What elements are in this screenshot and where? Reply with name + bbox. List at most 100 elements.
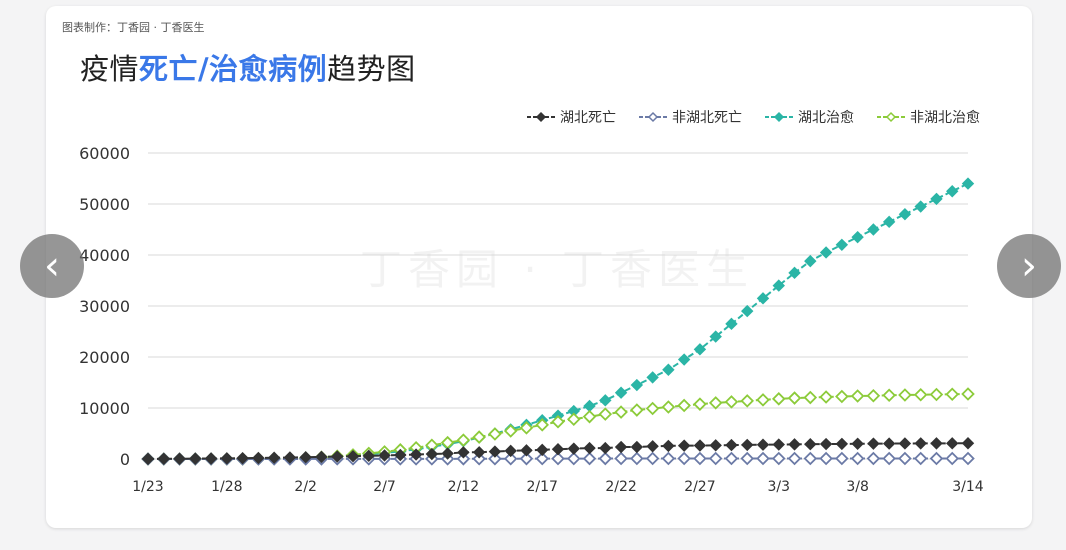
- title-prefix: 疫情: [80, 52, 140, 86]
- data-point: [378, 449, 391, 462]
- data-point: [850, 451, 865, 466]
- data-point: [867, 437, 880, 450]
- data-point: [930, 192, 943, 206]
- data-point: [835, 238, 849, 252]
- data-point: [456, 433, 471, 447]
- x-tick-label: 2/2: [294, 479, 317, 495]
- data-point: [488, 451, 502, 466]
- data-point: [504, 444, 517, 458]
- data-point: [583, 441, 596, 455]
- data-point: [756, 438, 770, 451]
- legend-label: 湖北治愈: [798, 110, 854, 126]
- data-point: [677, 398, 691, 413]
- data-point: [724, 451, 739, 466]
- y-tick-label: 60000: [79, 144, 130, 163]
- data-point: [945, 387, 960, 402]
- legend-swatch-icon: [765, 111, 793, 123]
- data-point: [961, 437, 975, 450]
- data-point: [519, 451, 534, 466]
- data-point: [220, 452, 234, 465]
- y-tick-label: 20000: [79, 348, 130, 367]
- data-point: [819, 437, 833, 451]
- data-point: [693, 343, 707, 356]
- data-point: [788, 266, 801, 280]
- data-point: [913, 451, 928, 466]
- data-point: [566, 451, 581, 466]
- data-point: [929, 387, 944, 402]
- data-point: [851, 437, 864, 450]
- legend-label: 非湖北治愈: [910, 110, 980, 126]
- data-point: [630, 403, 644, 417]
- chart-legend: 湖北死亡 非湖北死亡 湖北治愈 非湖北治愈: [470, 106, 980, 128]
- data-point: [772, 279, 785, 292]
- data-point: [772, 438, 785, 451]
- data-point: [913, 387, 928, 402]
- data-point: [472, 430, 486, 444]
- legend-item[interactable]: 湖北治愈: [764, 107, 854, 127]
- data-point: [646, 440, 659, 453]
- data-point: [662, 363, 675, 376]
- data-point: [851, 230, 864, 244]
- data-point: [929, 451, 944, 466]
- data-point: [882, 388, 896, 403]
- data-point: [708, 396, 723, 410]
- data-point: [189, 452, 202, 465]
- x-tick-label: 2/22: [605, 479, 636, 495]
- data-point: [741, 304, 754, 318]
- data-point: [725, 438, 738, 452]
- chart-credit: 图表制作：丁香园 · 丁香医生: [62, 21, 205, 34]
- data-point: [551, 451, 565, 466]
- data-point: [662, 439, 675, 453]
- data-point: [456, 452, 471, 466]
- data-point: [724, 395, 739, 409]
- data-point: [946, 185, 959, 198]
- data-point: [803, 390, 818, 405]
- prev-chevron-icon[interactable]: ‹: [20, 234, 84, 298]
- data-point: [536, 443, 549, 457]
- legend-item[interactable]: 非湖北治愈: [876, 107, 980, 127]
- x-tick-label: 2/7: [373, 479, 396, 495]
- x-tick-label: 3/3: [768, 479, 791, 495]
- data-point: [519, 421, 534, 435]
- data-point: [882, 451, 896, 466]
- data-point: [961, 387, 975, 401]
- x-tick-label: 2/17: [527, 479, 558, 495]
- data-point: [741, 438, 754, 452]
- title-suffix: 趋势图: [327, 52, 416, 86]
- data-point: [614, 405, 628, 419]
- x-tick-label: 1/28: [211, 479, 242, 495]
- data-point: [850, 389, 865, 403]
- x-tick-label: 2/12: [448, 479, 479, 495]
- legend-swatch-icon: [877, 111, 905, 123]
- data-point: [535, 451, 550, 466]
- data-point: [346, 449, 360, 463]
- data-point: [598, 451, 613, 466]
- next-chevron-icon[interactable]: ›: [997, 234, 1061, 298]
- data-point: [331, 450, 344, 463]
- data-point: [267, 451, 281, 464]
- data-point: [835, 389, 849, 404]
- data-point: [315, 450, 328, 464]
- data-point: [599, 441, 612, 455]
- data-point: [614, 386, 628, 399]
- data-point: [394, 448, 407, 462]
- data-point: [740, 451, 755, 466]
- data-point: [457, 446, 470, 459]
- data-point: [441, 447, 454, 460]
- data-point: [835, 451, 849, 466]
- legend-item[interactable]: 湖北死亡: [526, 107, 616, 127]
- data-point: [661, 451, 676, 466]
- data-point: [740, 394, 755, 408]
- data-point: [866, 388, 881, 403]
- data-point: [645, 451, 660, 466]
- data-point: [583, 399, 596, 413]
- legend-item[interactable]: 非湖北死亡: [638, 107, 742, 127]
- x-tick-label: 1/23: [132, 479, 163, 495]
- title-highlight: 死亡/治愈病例: [139, 52, 328, 86]
- data-point: [961, 451, 975, 466]
- data-point: [867, 223, 880, 236]
- data-point: [614, 451, 628, 466]
- y-tick-label: 0: [120, 450, 130, 469]
- data-point: [787, 391, 802, 405]
- data-point: [614, 440, 628, 454]
